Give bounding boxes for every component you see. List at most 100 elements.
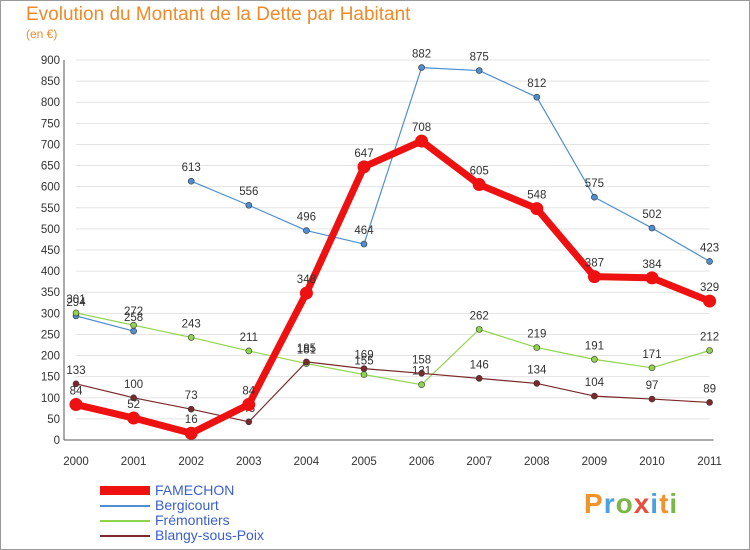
data-label-bergicourt-1-5: 464: [354, 225, 374, 237]
y-tick-label-100: 100: [41, 393, 60, 405]
data-label-bergicourt-1-3: 556: [239, 186, 258, 198]
data-label-famechon-8: 548: [527, 190, 546, 202]
data-point-blangy-sous-poix-5: [360, 365, 368, 372]
data-label-blangy-sous-poix-6: 158: [412, 354, 431, 366]
series-line-bergicourt-0: [75, 315, 135, 332]
data-label-blangy-sous-poix-8: 134: [527, 364, 547, 376]
legend-item-3: Blangy-sous-Poix: [100, 528, 360, 543]
data-point-famechon-3: [242, 398, 256, 412]
data-label-bergicourt-1-11: 423: [700, 242, 719, 254]
y-tick-label-200: 200: [41, 351, 60, 363]
data-label-famechon-11: 329: [700, 282, 719, 294]
data-point-bergicourt-0-1: [130, 327, 137, 335]
y-tick-label-50: 50: [47, 414, 60, 426]
data-point-bergicourt-1-8: [648, 224, 656, 232]
logo-letter: i: [650, 488, 660, 519]
data-label-bergicourt-1-9: 575: [585, 178, 604, 190]
data-point-bergicourt-1-0: [187, 177, 195, 185]
x-tick-label-2010: 2010: [639, 456, 665, 468]
x-tick-label-2005: 2005: [351, 456, 377, 468]
data-label-fr-montiers-8: 219: [527, 329, 546, 341]
data-label-bergicourt-1-4: 496: [297, 212, 316, 224]
y-tick-label-750: 750: [41, 118, 60, 130]
series-line-bergicourt-1: [190, 66, 711, 262]
proxiti-logo: Proxiti: [584, 488, 678, 520]
data-label-famechon-0: 84: [70, 386, 83, 398]
series-line-blangy-sous-poix: [75, 361, 711, 423]
data-label-fr-montiers-4: 181: [297, 345, 316, 357]
data-point-blangy-sous-poix-3: [245, 418, 253, 426]
data-label-blangy-sous-poix-7: 146: [470, 359, 489, 371]
y-tick-label-500: 500: [41, 224, 60, 236]
data-point-blangy-sous-poix-4: [303, 358, 310, 366]
data-point-bergicourt-1-5: [475, 67, 483, 74]
data-label-bergicourt-1-2: 613: [182, 162, 201, 174]
data-point-fr-montiers-3: [245, 347, 253, 355]
x-tick-label-2011: 2011: [697, 456, 722, 468]
data-label-famechon-10: 384: [642, 259, 662, 271]
data-point-famechon-8: [530, 202, 544, 216]
data-point-famechon-2: [184, 426, 198, 440]
data-point-blangy-sous-poix-8: [533, 380, 541, 387]
data-point-blangy-sous-poix-10: [648, 395, 656, 403]
legend-swatch: [100, 505, 150, 507]
data-point-fr-montiers-2: [187, 334, 195, 341]
data-label-fr-montiers-11: 212: [700, 331, 719, 343]
y-tick-label-400: 400: [41, 266, 60, 278]
data-point-blangy-sous-poix-11: [706, 399, 713, 406]
data-point-famechon-1: [127, 411, 141, 425]
x-tick-label-2001: 2001: [121, 456, 147, 468]
data-label-blangy-sous-poix-0: 133: [66, 365, 85, 377]
chart-title: Evolution du Montant de la Dette par Hab…: [26, 4, 411, 25]
chart-subtitle: (en €): [26, 27, 58, 41]
data-point-famechon-10: [645, 271, 659, 285]
chart-legend: FAMECHON Bergicourt Frémontiers Blangy-sous…: [100, 483, 360, 543]
data-point-blangy-sous-poix-6: [418, 369, 425, 377]
data-label-fr-montiers-10: 171: [642, 349, 661, 361]
legend-swatch: [100, 520, 150, 522]
legend-label: Blangy-sous-Poix: [155, 527, 264, 543]
data-label-bergicourt-1-6: 882: [412, 49, 431, 61]
data-point-fr-montiers-7: [475, 326, 483, 333]
y-tick-label-350: 350: [41, 287, 60, 299]
legend-label: Bergicourt: [155, 497, 219, 513]
data-label-fr-montiers-1: 272: [124, 306, 143, 318]
y-tick-label-150: 150: [41, 372, 60, 384]
y-tick-label-850: 850: [41, 76, 60, 88]
y-tick-label-700: 700: [41, 139, 60, 151]
data-label-famechon-4: 348: [297, 274, 316, 286]
y-tick-label-600: 600: [41, 182, 60, 194]
data-label-bergicourt-0-0: 294: [66, 297, 86, 309]
data-point-fr-montiers-10: [648, 364, 656, 372]
data-label-famechon-7: 605: [470, 166, 489, 178]
data-label-blangy-sous-poix-2: 73: [185, 390, 198, 402]
data-point-bergicourt-1-6: [533, 93, 541, 101]
legend-item-1: Bergicourt: [100, 498, 360, 513]
data-point-fr-montiers-11: [706, 347, 713, 354]
data-label-blangy-sous-poix-11: 89: [703, 383, 716, 395]
logo-letter: i: [669, 488, 679, 519]
legend-swatch: [100, 535, 150, 537]
data-label-fr-montiers-3: 211: [240, 332, 258, 344]
y-tick-label-650: 650: [41, 161, 60, 173]
data-label-bergicourt-1-8: 812: [527, 78, 546, 90]
logo-letter: r: [603, 488, 616, 519]
data-point-famechon-0: [69, 398, 83, 412]
data-label-famechon-2: 16: [185, 414, 198, 426]
data-label-fr-montiers-7: 262: [470, 310, 489, 322]
data-point-bergicourt-1-2: [303, 227, 310, 234]
logo-letter: t: [659, 488, 670, 519]
data-label-famechon-1: 52: [127, 399, 140, 411]
x-tick-label-2009: 2009: [582, 456, 608, 468]
legend-swatch: [100, 486, 150, 495]
data-label-fr-montiers-9: 191: [585, 340, 604, 352]
data-point-blangy-sous-poix-1: [130, 394, 137, 402]
data-point-fr-montiers-1: [130, 321, 137, 329]
data-label-famechon-6: 708: [412, 122, 431, 134]
legend-item-2: Frémontiers: [100, 513, 360, 528]
legend-item-0: FAMECHON: [100, 483, 360, 498]
y-tick-label-0: 0: [54, 435, 60, 447]
data-point-famechon-11: [703, 294, 717, 308]
legend-label: FAMECHON: [155, 482, 235, 498]
